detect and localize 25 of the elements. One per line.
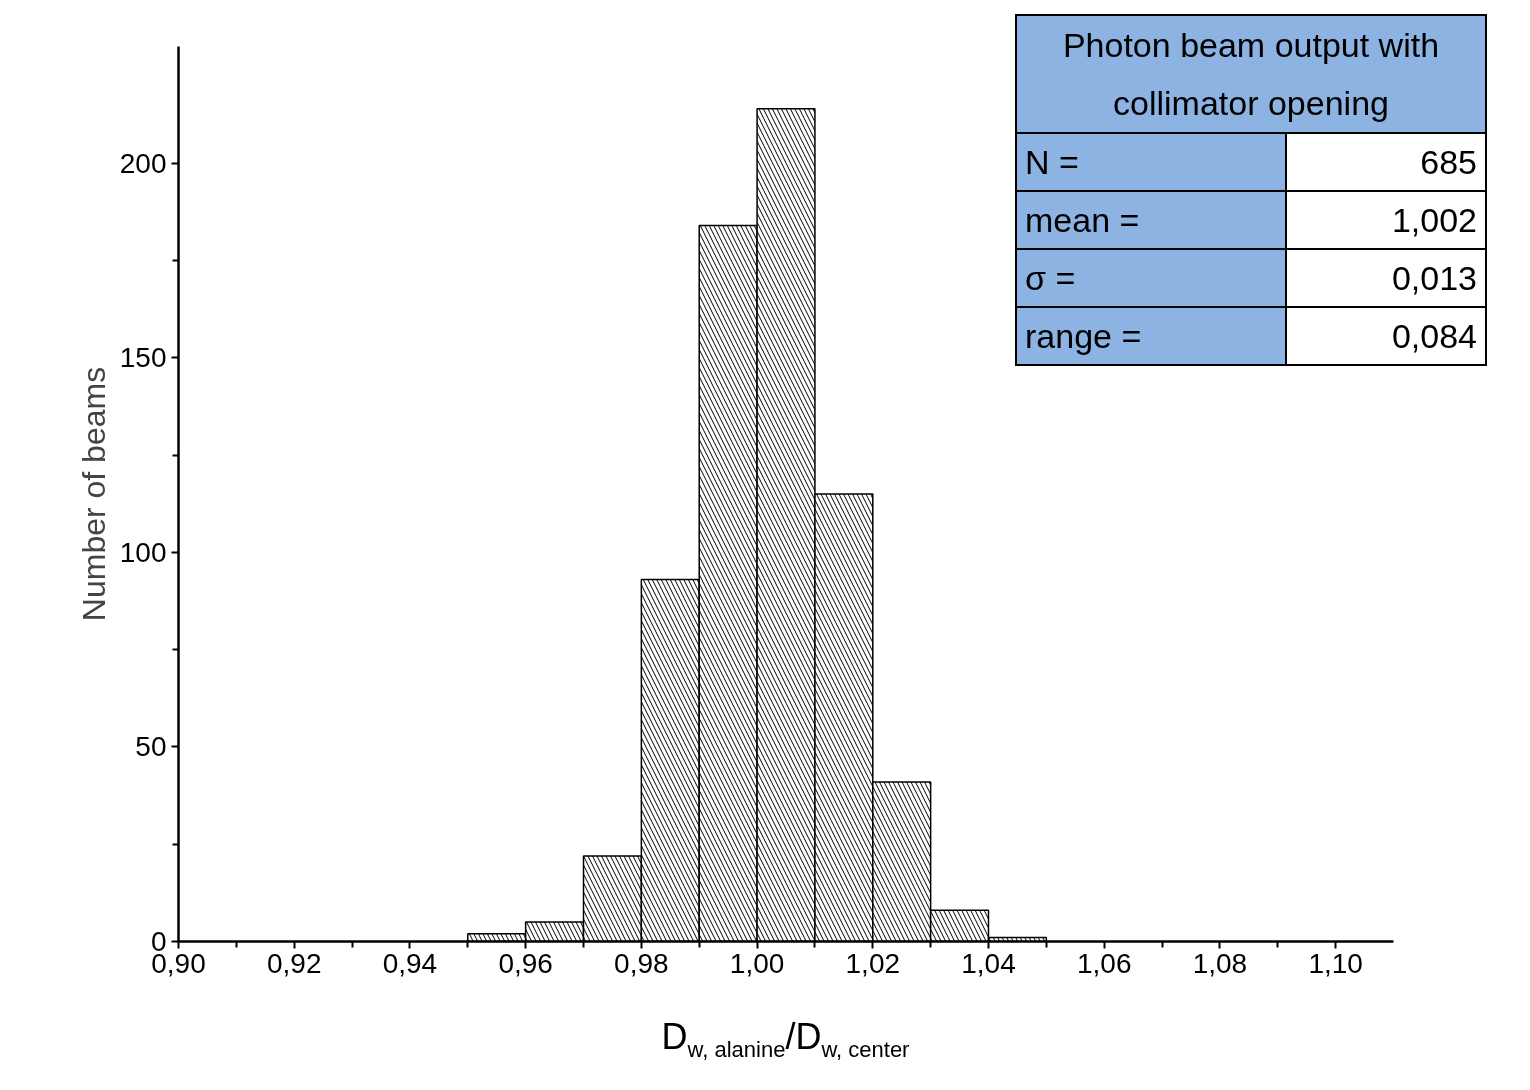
x-tick-label: 1,00 [729, 947, 785, 979]
x-tick-label: 0,92 [266, 947, 322, 979]
annotation: mean = [1016, 191, 1286, 249]
annotation: range = [1016, 307, 1286, 365]
x-tick-label: 1,06 [1076, 947, 1132, 979]
annotation: N = [1016, 133, 1286, 191]
y-tick-label: 200 [119, 147, 167, 179]
x-tick-label: 0,96 [498, 947, 553, 979]
annotation: 0,013 [1286, 249, 1486, 307]
text: 685 [1420, 142, 1477, 181]
y-tick-label: 100 [119, 536, 167, 568]
x-tick-label: 1,02 [845, 947, 901, 979]
annotation: 0,084 [1286, 307, 1486, 365]
y-axis-title: Number of beams [75, 366, 112, 622]
x-tick-label: 0,94 [382, 947, 438, 979]
y-tick-label: 150 [119, 342, 167, 374]
y-tick-label: 50 [135, 731, 167, 763]
annotation: 1,002 [1286, 191, 1486, 249]
x-tick-label: 1,10 [1308, 947, 1363, 979]
x-tick-label: 1,08 [1192, 947, 1248, 979]
x-tick-label: 1,04 [961, 947, 1016, 979]
x-axis-title: D$_{w, alanine}$/D$_{w, center}$ [661, 1015, 910, 1065]
annotation: Photon beam output with collimator opening [1016, 15, 1486, 133]
x-tick-label: 0,98 [614, 947, 669, 979]
annotation: σ = [1016, 249, 1286, 307]
